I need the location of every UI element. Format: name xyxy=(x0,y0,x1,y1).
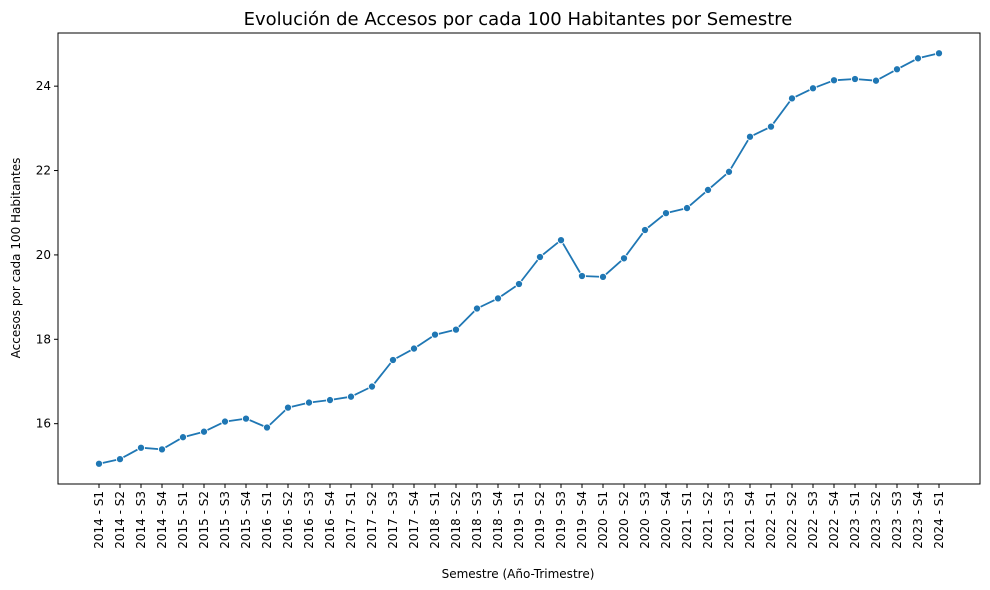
data-point xyxy=(871,76,881,85)
x-tick-label: 2023 - S4 xyxy=(911,491,925,549)
x-axis-ticks: 2014 - S1 2014 - S2 2014 - S3 2014 - S4 2015… xyxy=(92,484,946,549)
data-point xyxy=(682,204,692,213)
x-tick-label: 2023 - S2 xyxy=(869,491,883,549)
x-tick-label: 2015 - S2 xyxy=(197,491,211,549)
x-tick-label: 2016 - S1 xyxy=(260,491,274,549)
data-point xyxy=(409,344,419,353)
x-tick-label: 2019 - S1 xyxy=(512,491,526,549)
x-tick-label: 2018 - S4 xyxy=(491,491,505,549)
x-tick-label: 2020 - S3 xyxy=(638,491,652,549)
x-tick-label: 2020 - S1 xyxy=(596,491,610,549)
x-tick-label: 2021 - S2 xyxy=(701,491,715,549)
x-tick-label: 2014 - S1 xyxy=(92,491,106,549)
x-tick-label: 2020 - S2 xyxy=(617,491,631,549)
data-point xyxy=(703,185,713,194)
x-tick-label: 2023 - S3 xyxy=(890,491,904,549)
y-tick-label: 22 xyxy=(36,164,51,178)
x-tick-label: 2017 - S4 xyxy=(407,491,421,549)
data-point xyxy=(472,304,482,313)
plot-frame xyxy=(57,32,981,485)
y-tick-label: 18 xyxy=(36,332,51,346)
data-point xyxy=(535,252,545,262)
data-point xyxy=(850,74,860,84)
data-point xyxy=(199,427,209,436)
data-point xyxy=(787,94,797,103)
x-tick-label: 2021 - S1 xyxy=(680,491,694,549)
x-tick-label: 2017 - S1 xyxy=(344,491,358,549)
x-tick-label: 2023 - S1 xyxy=(848,491,862,549)
data-point xyxy=(136,443,146,452)
x-tick-label: 2017 - S2 xyxy=(365,491,379,549)
x-tick-label: 2015 - S3 xyxy=(218,491,232,549)
data-point xyxy=(241,414,251,423)
data-point xyxy=(619,254,629,263)
x-tick-label: 2016 - S3 xyxy=(302,491,316,549)
data-point xyxy=(325,395,335,405)
x-tick-label: 2019 - S2 xyxy=(533,491,547,549)
data-point xyxy=(745,132,755,141)
y-axis-label: Accesos por cada 100 Habitantes xyxy=(9,158,23,359)
x-tick-label: 2021 - S4 xyxy=(743,491,757,549)
x-tick-label: 2022 - S4 xyxy=(827,491,841,549)
x-tick-label: 2018 - S2 xyxy=(449,491,463,549)
x-axis-label: Semestre (Año-Trimestre) xyxy=(442,567,595,581)
x-tick-label: 2014 - S2 xyxy=(113,491,127,549)
data-point xyxy=(220,417,230,426)
data-point xyxy=(934,49,944,58)
data-point xyxy=(577,271,587,281)
data-point xyxy=(493,294,503,303)
data-point xyxy=(430,330,440,339)
x-tick-label: 2016 - S4 xyxy=(323,491,337,549)
data-point xyxy=(262,423,272,432)
data-point xyxy=(94,459,104,468)
data-point xyxy=(346,392,356,401)
data-point xyxy=(556,236,566,245)
data-point xyxy=(766,122,776,131)
y-tick-label: 24 xyxy=(36,79,51,93)
x-tick-label: 2018 - S3 xyxy=(470,491,484,549)
series-layer xyxy=(94,49,944,468)
data-point xyxy=(808,84,818,93)
x-tick-label: 2015 - S1 xyxy=(176,491,190,549)
data-point xyxy=(388,355,398,365)
x-tick-label: 2018 - S1 xyxy=(428,491,442,549)
data-point xyxy=(304,398,314,407)
data-point xyxy=(892,65,902,74)
x-tick-label: 2014 - S4 xyxy=(155,491,169,549)
data-point xyxy=(451,325,461,334)
x-tick-label: 2022 - S2 xyxy=(785,491,799,549)
chart-title: Evolución de Accesos por cada 100 Habita… xyxy=(244,9,793,30)
data-point xyxy=(115,455,125,464)
data-point xyxy=(724,167,734,176)
x-tick-label: 2014 - S3 xyxy=(134,491,148,549)
data-point xyxy=(829,76,839,85)
data-point xyxy=(283,403,293,412)
x-tick-label: 2021 - S3 xyxy=(722,491,736,549)
data-point xyxy=(598,272,608,281)
x-tick-label: 2020 - S4 xyxy=(659,491,673,549)
data-point xyxy=(640,225,650,235)
x-tick-label: 2019 - S3 xyxy=(554,491,568,549)
x-tick-label: 2024 - S1 xyxy=(932,491,946,549)
x-tick-label: 2022 - S3 xyxy=(806,491,820,549)
y-axis-ticks: 16 18 20 22 24 xyxy=(36,79,58,431)
data-point xyxy=(514,279,524,289)
y-tick-label: 20 xyxy=(36,248,51,262)
data-point xyxy=(661,209,671,218)
data-point xyxy=(367,382,377,391)
x-tick-label: 2017 - S3 xyxy=(386,491,400,549)
y-tick-label: 16 xyxy=(36,417,51,431)
x-tick-label: 2019 - S4 xyxy=(575,491,589,549)
data-point xyxy=(157,445,167,454)
x-tick-label: 2015 - S4 xyxy=(239,491,253,549)
x-tick-label: 2016 - S2 xyxy=(281,491,295,549)
x-tick-label: 2022 - S1 xyxy=(764,491,778,549)
data-point xyxy=(178,433,188,442)
data-point xyxy=(913,54,923,63)
